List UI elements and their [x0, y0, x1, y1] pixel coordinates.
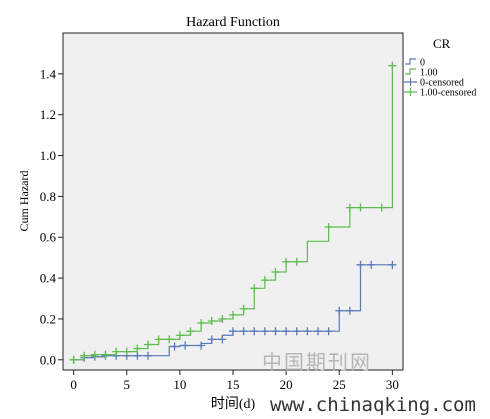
- y-tick-label: 0.0: [40, 352, 56, 367]
- censored-marker: [144, 351, 152, 360]
- censored-marker: [282, 327, 291, 336]
- censored-marker: [260, 276, 269, 285]
- legend-swatch-step: [405, 58, 416, 65]
- censored-marker: [271, 267, 280, 276]
- legend-swatch-censored: [404, 78, 417, 86]
- censored-marker: [229, 327, 237, 336]
- y-axis-label: Cum Hazard: [17, 171, 31, 232]
- censored-marker: [154, 335, 163, 344]
- x-axis-label: 时间(d): [211, 396, 256, 412]
- censored-marker: [271, 327, 280, 336]
- censored-marker: [170, 342, 179, 351]
- legend-entry-label: 0: [420, 58, 425, 69]
- censored-marker: [197, 319, 206, 328]
- censored-marker: [292, 257, 301, 266]
- censored-marker: [122, 347, 131, 356]
- y-tick-label: 0.2: [40, 311, 56, 326]
- y-tick-label: 0.4: [40, 271, 57, 286]
- censored-marker: [388, 61, 397, 70]
- watermark-url: www.chinaqking.com: [270, 394, 476, 416]
- censored-marker: [314, 327, 322, 336]
- censored-marker: [207, 316, 216, 325]
- censored-marker: [133, 344, 142, 353]
- censored-marker: [250, 327, 259, 336]
- censored-marker: [186, 327, 195, 336]
- censored-marker: [356, 260, 365, 269]
- x-tick-label: 5: [124, 377, 131, 392]
- legend-entry-label: 1.00: [420, 68, 438, 79]
- censored-marker: [324, 327, 333, 336]
- series-layer: [69, 61, 397, 364]
- x-tick-label: 30: [386, 377, 399, 392]
- y-tick-label: 1.0: [40, 148, 56, 163]
- censored-marker: [260, 327, 269, 336]
- censored-marker: [112, 347, 121, 356]
- watermark-cn: 中国期刊网: [262, 350, 372, 374]
- y-axis-ticks: 0.0 0.2 0.4 0.6 0.8 1.0 1.2 1.4: [40, 66, 63, 367]
- censored-marker: [388, 260, 397, 269]
- censored-marker: [335, 306, 344, 315]
- censored-marker: [239, 304, 248, 313]
- censored-marker: [367, 260, 376, 269]
- censored-marker: [292, 327, 301, 336]
- legend-swatch-step: [405, 68, 416, 75]
- censored-marker: [218, 314, 227, 323]
- censored-marker: [250, 284, 259, 293]
- y-tick-label: 0.8: [40, 189, 56, 204]
- x-tick-label: 0: [70, 377, 77, 392]
- censored-marker: [197, 341, 206, 350]
- censored-marker: [69, 355, 78, 364]
- chart-title: Hazard Function: [186, 15, 280, 30]
- y-tick-label: 1.4: [40, 66, 57, 81]
- y-tick-label: 0.6: [40, 230, 57, 245]
- censored-marker: [377, 203, 386, 212]
- legend-title: CR: [433, 36, 451, 51]
- censored-marker: [207, 335, 216, 344]
- censored-marker: [303, 327, 312, 336]
- x-tick-label: 10: [173, 377, 186, 392]
- censored-marker: [345, 306, 354, 315]
- x-axis-ticks: 0 5 10 15 20 25 30: [70, 370, 399, 392]
- censored-marker: [181, 341, 190, 350]
- censored-marker: [90, 350, 99, 359]
- x-tick-label: 25: [333, 377, 346, 392]
- censored-marker: [80, 351, 89, 360]
- censored-marker: [356, 203, 365, 212]
- censored-marker: [229, 310, 237, 319]
- censored-marker: [165, 335, 174, 344]
- legend-entry-label: 1.00-censored: [420, 88, 476, 99]
- censored-marker: [239, 327, 248, 336]
- censored-marker: [324, 223, 333, 232]
- y-tick-label: 1.2: [40, 107, 56, 122]
- legend-swatch-censored: [404, 88, 417, 96]
- x-tick-label: 15: [227, 377, 240, 392]
- censored-marker: [175, 331, 184, 340]
- censored-marker: [345, 203, 354, 212]
- censored-marker: [101, 350, 110, 359]
- legend-entry-label: 0-censored: [420, 78, 464, 89]
- censored-marker: [218, 335, 227, 344]
- censored-marker: [133, 351, 142, 360]
- censored-marker: [144, 340, 152, 349]
- x-tick-label: 20: [280, 377, 293, 392]
- censored-marker: [282, 257, 291, 266]
